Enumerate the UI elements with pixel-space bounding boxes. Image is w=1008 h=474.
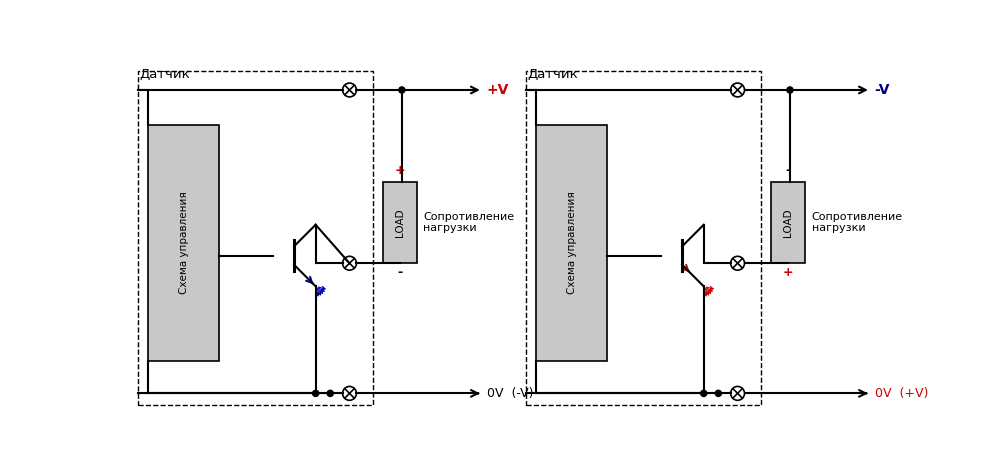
Text: Датчик: Датчик: [527, 68, 579, 81]
Bar: [536, 125, 608, 361]
Text: +: +: [783, 266, 793, 279]
Circle shape: [701, 390, 707, 396]
Text: Схема управления: Схема управления: [178, 191, 188, 294]
Circle shape: [312, 390, 319, 396]
Bar: [526, 71, 761, 405]
Text: Сопротивление
нагрузки: Сопротивление нагрузки: [811, 211, 902, 233]
Text: LOAD: LOAD: [783, 208, 793, 237]
Text: -: -: [397, 266, 402, 279]
Text: -: -: [785, 164, 790, 177]
Text: +: +: [395, 164, 405, 177]
Text: LOAD: LOAD: [395, 208, 405, 237]
Bar: [148, 125, 220, 361]
Text: Сопротивление
нагрузки: Сопротивление нагрузки: [423, 211, 514, 233]
Text: Датчик: Датчик: [139, 68, 191, 81]
Bar: [383, 182, 417, 263]
Circle shape: [399, 87, 405, 93]
Bar: [138, 71, 373, 405]
Text: 0V  (+V): 0V (+V): [875, 387, 928, 400]
Text: +V: +V: [487, 83, 509, 97]
Text: -V: -V: [875, 83, 890, 97]
Bar: [771, 182, 805, 263]
Text: Схема управления: Схема управления: [566, 191, 577, 294]
Circle shape: [716, 390, 722, 396]
Circle shape: [328, 390, 334, 396]
Circle shape: [787, 87, 793, 93]
Text: 0V  (-V): 0V (-V): [487, 387, 533, 400]
